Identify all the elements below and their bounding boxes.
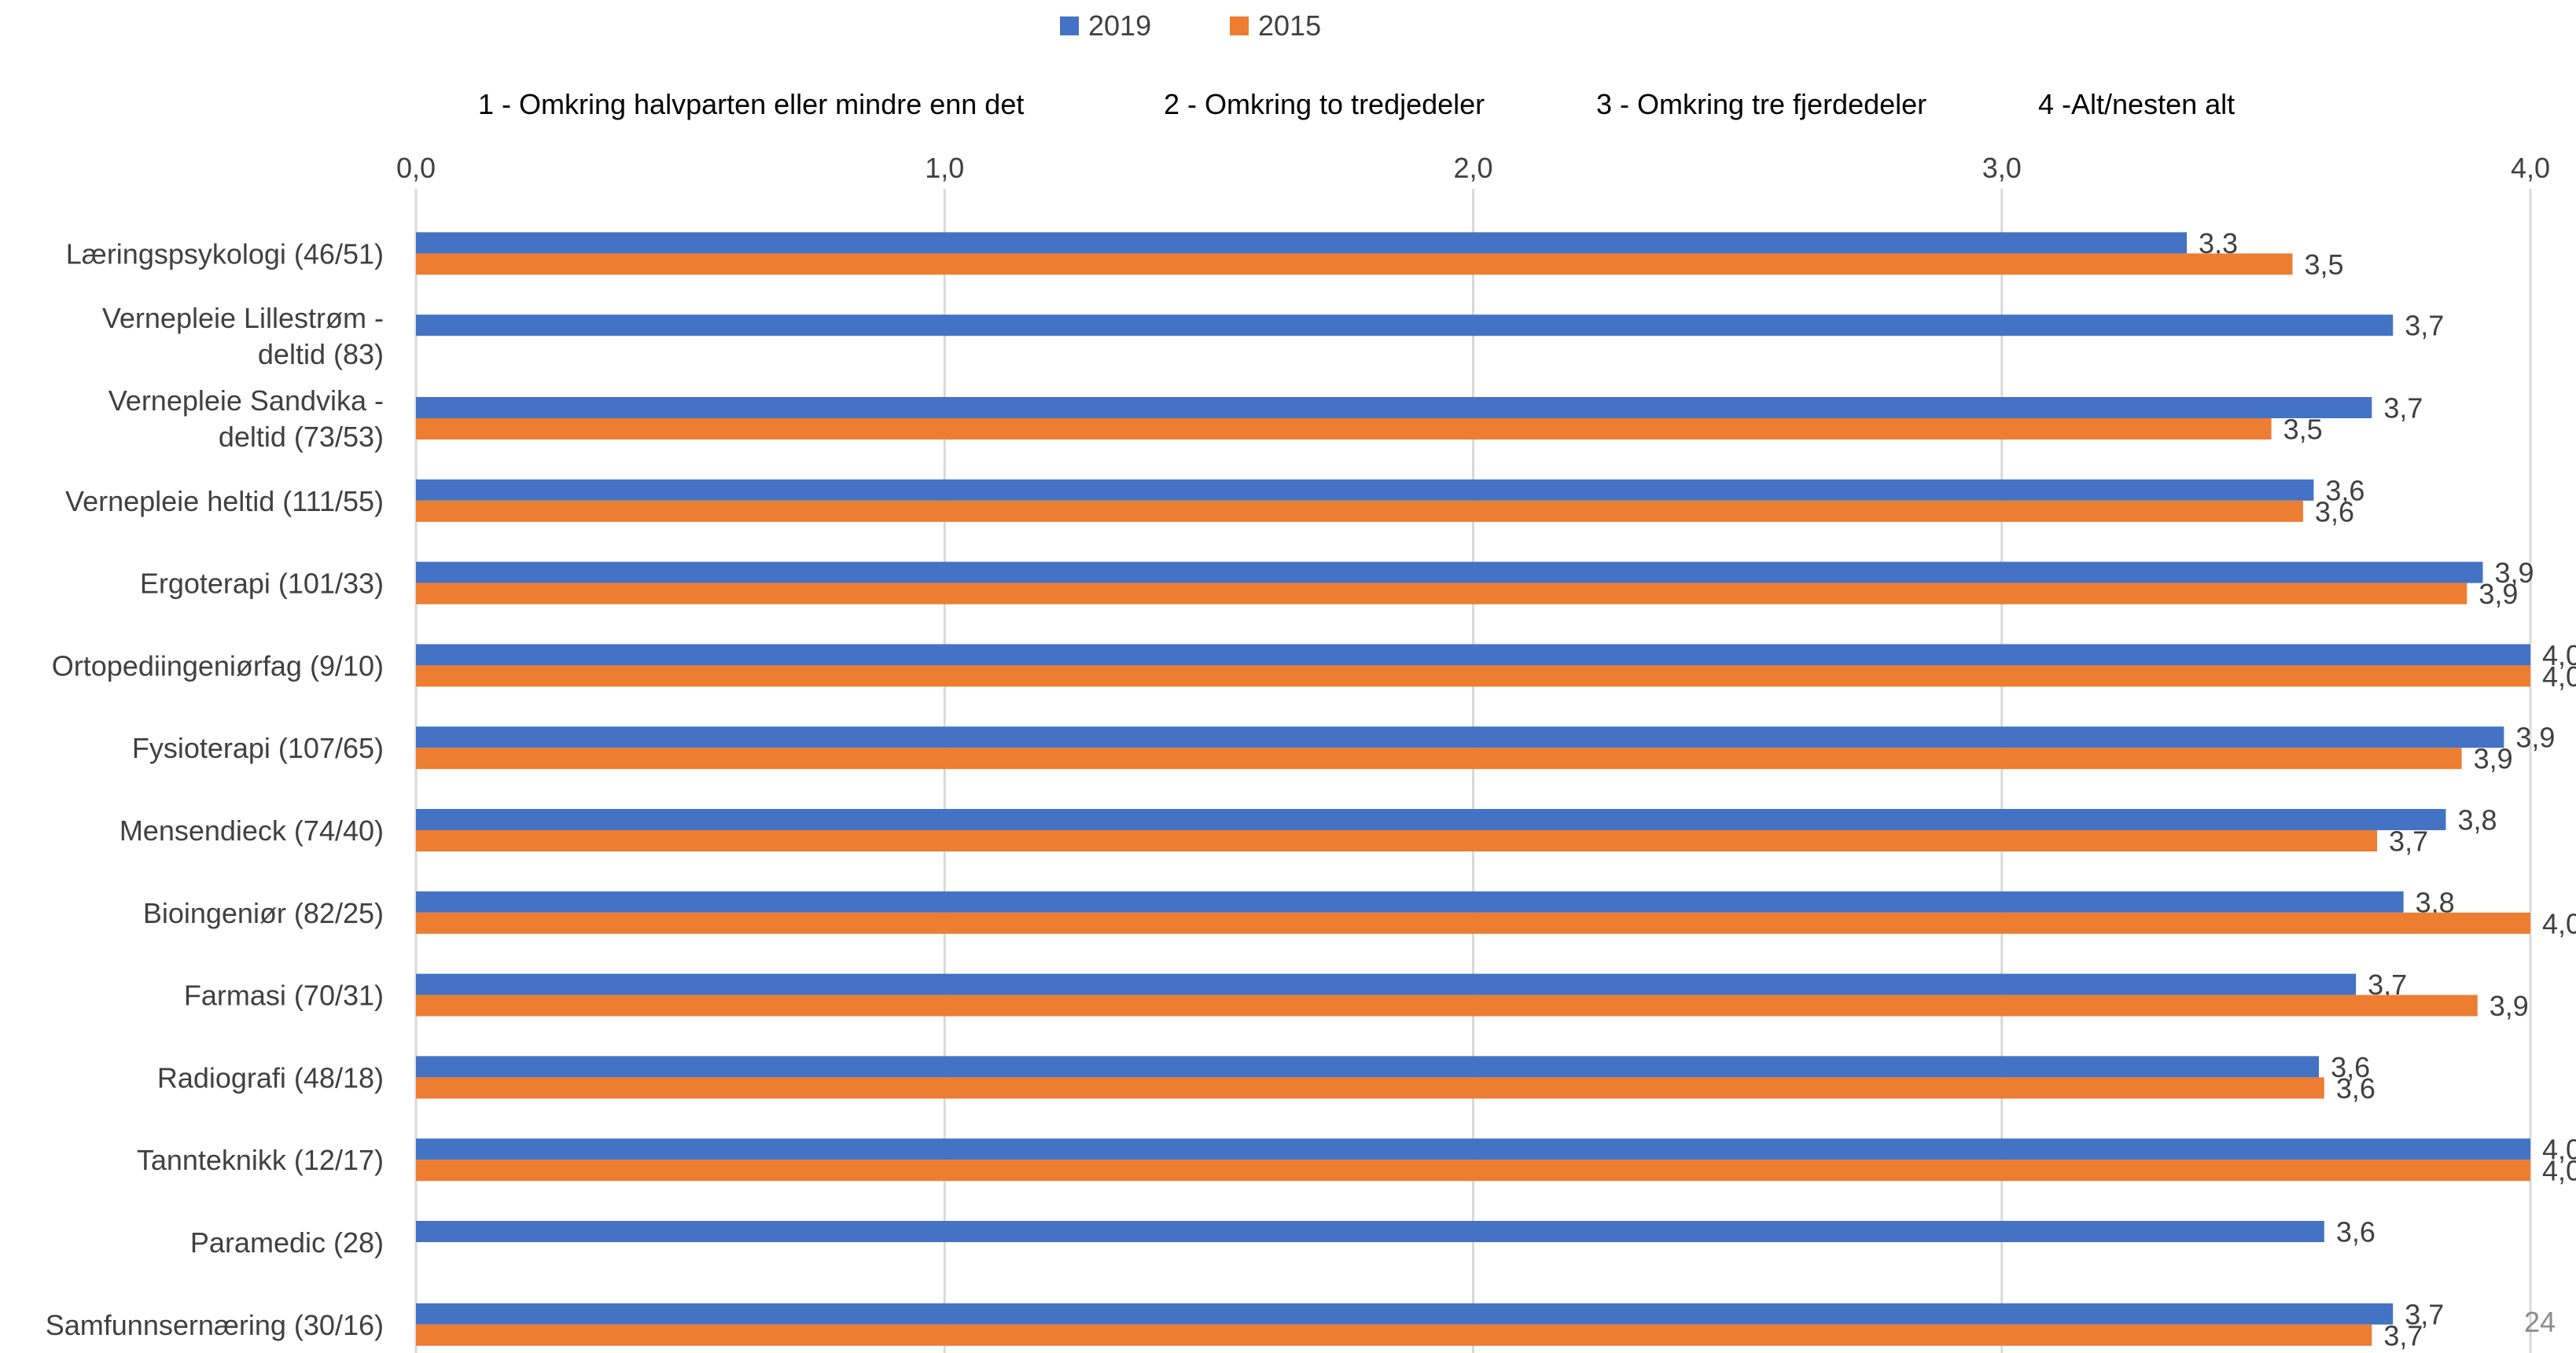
scale-label-3: 3 - Omkring tre fjerdedeler <box>1596 88 1927 120</box>
bar-2019 <box>416 726 2504 748</box>
data-label-2015: 3,7 <box>2383 1319 2423 1351</box>
bar-2019 <box>416 232 2188 254</box>
bar-2019 <box>416 891 2404 913</box>
bar-2015 <box>416 912 2530 934</box>
data-label-2019: 3,7 <box>2405 310 2444 342</box>
bar-2015 <box>416 1324 2372 1346</box>
category-label: Farmasi (70/31) <box>184 980 384 1012</box>
bar-2019 <box>416 1221 2324 1242</box>
data-label-2019: 4,0 <box>2542 1134 2576 1166</box>
data-label-2015: 4,0 <box>2542 907 2576 939</box>
bar-2019 <box>416 809 2446 830</box>
legend-item-2015: 2015 <box>1230 9 1321 42</box>
category-label: Paramedic (28) <box>190 1226 384 1259</box>
category-label: Ergoterapi (101/33) <box>140 568 384 600</box>
x-tick-label: 0,0 <box>396 152 436 184</box>
scale-label-2: 2 - Omkring to tredjedeler <box>1164 88 1485 120</box>
data-label-2015: 3,9 <box>2474 743 2513 775</box>
category-label: Mensendieck (74/40) <box>120 814 384 847</box>
category-label: Vernepleie Sandvika - <box>109 384 384 417</box>
bar-2015 <box>416 500 2303 522</box>
data-label-2019: 3,6 <box>2331 1051 2370 1083</box>
data-label-2019: 3,6 <box>2325 474 2364 506</box>
bar-2015 <box>416 830 2378 851</box>
legend-item-2019: 2019 <box>1060 9 1151 42</box>
data-label-2019: 3,7 <box>2383 392 2423 425</box>
data-label-2019: 3,6 <box>2336 1216 2375 1248</box>
category-label: Ortopediingeniørfag (9/10) <box>52 649 384 682</box>
x-tick-label: 2,0 <box>1453 152 1492 184</box>
data-label-2015: 3,9 <box>2490 990 2529 1022</box>
category-label: Fysioterapi (107/65) <box>132 732 384 764</box>
bar-2019 <box>416 1138 2530 1160</box>
category-label: deltid (73/53) <box>219 421 384 453</box>
scale-label-4: 4 -Alt/nesten alt <box>2038 88 2236 120</box>
data-label-2015: 3,6 <box>2315 495 2354 528</box>
bar-2015 <box>416 253 2293 275</box>
bar-2019 <box>416 1303 2394 1325</box>
bar-2015 <box>416 583 2467 605</box>
legend-label-2015: 2015 <box>1258 9 1322 42</box>
data-label-2019: 3,7 <box>2405 1298 2444 1330</box>
bar-2019 <box>416 479 2314 501</box>
data-label-2019: 4,0 <box>2542 639 2576 671</box>
data-label-2015: 3,5 <box>2283 414 2323 446</box>
x-tick-label: 1,0 <box>925 152 964 184</box>
category-label: Vernepleie heltid (111/55) <box>65 485 384 517</box>
bar-2015 <box>416 1077 2324 1099</box>
data-label-2015: 3,6 <box>2336 1072 2375 1105</box>
bar-2015 <box>416 418 2272 439</box>
category-label: Bioingeniør (82/25) <box>143 897 384 929</box>
data-label-2019: 3,9 <box>2515 722 2555 754</box>
category-label: Radiografi (48/18) <box>157 1061 384 1094</box>
legend-swatch-2019 <box>1060 17 1079 35</box>
legend-label-2019: 2019 <box>1088 9 1152 42</box>
legend-swatch-2015 <box>1230 17 1249 35</box>
x-tick-label: 3,0 <box>1982 152 2022 184</box>
bar-2019 <box>416 314 2394 336</box>
data-label-2019: 3,9 <box>2494 557 2534 589</box>
bar-2019 <box>416 1056 2320 1078</box>
bar-2015 <box>416 665 2530 687</box>
category-label: Vernepleie Lillestrøm - <box>102 302 384 334</box>
bar-2019 <box>416 561 2483 583</box>
page-number: 24 <box>2523 1306 2556 1338</box>
bar-2015 <box>416 1160 2530 1182</box>
category-label: Læringspsykologi (46/51) <box>66 237 384 270</box>
category-label: deltid (83) <box>258 338 384 370</box>
x-tick-label: 4,0 <box>2511 152 2550 184</box>
bar-2015 <box>416 995 2478 1017</box>
data-label-2019: 3,8 <box>2457 804 2497 836</box>
bar-2019 <box>416 397 2372 418</box>
data-label-2015: 3,9 <box>2478 578 2518 610</box>
bar-2015 <box>416 748 2462 770</box>
data-label-2015: 3,5 <box>2304 248 2343 281</box>
category-label: Tannteknikk (12/17) <box>137 1144 384 1176</box>
bar-2019 <box>416 644 2530 666</box>
data-label-2015: 3,7 <box>2389 825 2428 858</box>
category-label: Samfunnsernæring (30/16) <box>46 1309 384 1341</box>
scale-label-1: 1 - Omkring halvparten eller mindre enn … <box>478 88 1025 120</box>
data-label-2015: 4,0 <box>2542 1155 2576 1187</box>
data-label-2015: 4,0 <box>2542 660 2576 693</box>
legend: 2019 2015 <box>0 3 2576 50</box>
bar-2019 <box>416 973 2357 995</box>
